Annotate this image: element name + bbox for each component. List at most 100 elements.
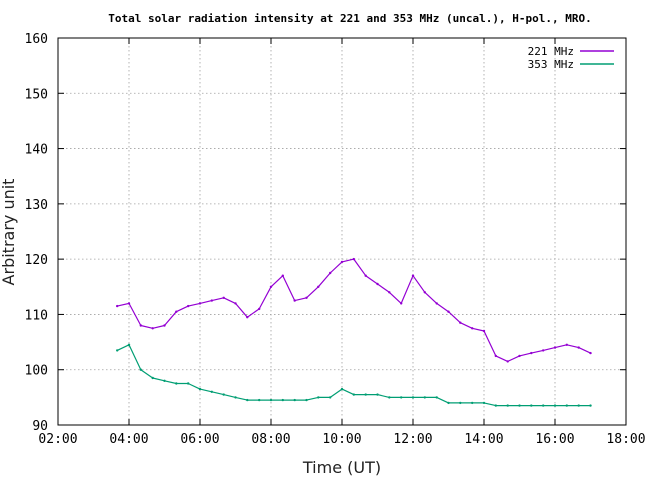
data-point <box>565 404 568 407</box>
data-point <box>163 324 166 327</box>
data-point <box>423 396 426 399</box>
data-point <box>293 299 296 302</box>
y-tick-label: 110 <box>25 308 48 323</box>
data-point <box>364 393 367 396</box>
y-tick-label: 150 <box>25 87 48 102</box>
grid <box>58 38 626 425</box>
data-point <box>518 354 521 358</box>
data-point <box>317 285 320 288</box>
data-point <box>577 404 580 407</box>
data-point <box>151 327 154 330</box>
data-point <box>258 398 261 402</box>
legend-label: 353 MHz <box>528 58 574 71</box>
data-point <box>482 401 486 405</box>
x-tick-label: 04:00 <box>109 432 148 447</box>
data-point <box>175 382 178 385</box>
data-point <box>447 401 450 405</box>
x-tick-label: 06:00 <box>180 432 219 447</box>
x-tick-label: 16:00 <box>535 432 574 447</box>
data-point <box>435 396 438 399</box>
data-point <box>163 379 166 382</box>
data-point <box>222 296 225 299</box>
data-point <box>494 354 497 358</box>
data-point <box>447 310 450 313</box>
data-point <box>210 299 213 302</box>
data-point <box>352 257 355 261</box>
data-point <box>139 324 142 327</box>
data-point <box>364 274 367 277</box>
data-point <box>577 346 580 349</box>
x-tick-label: 10:00 <box>322 432 361 447</box>
data-point <box>269 398 273 402</box>
data-point <box>305 398 308 402</box>
data-point <box>542 404 545 407</box>
data-point <box>565 343 568 346</box>
data-point <box>411 396 415 399</box>
x-tick-label: 12:00 <box>393 432 432 447</box>
data-point <box>293 398 296 402</box>
data-point <box>151 376 154 380</box>
data-point <box>198 302 202 305</box>
data-point <box>553 404 557 407</box>
y-tick-label: 120 <box>25 253 48 268</box>
y-axis-label: Arbitrary unit <box>0 179 18 286</box>
data-point <box>281 274 284 277</box>
data-point <box>222 393 225 396</box>
data-point <box>411 274 415 277</box>
data-point <box>459 401 462 405</box>
data-point <box>234 396 237 399</box>
data-point <box>518 404 521 407</box>
data-point <box>127 302 131 305</box>
data-point <box>506 404 509 407</box>
ticks: 90 100 110 120 130 140 150 160 02:00 04:00 06:00 08… <box>25 32 646 447</box>
data-point <box>127 343 131 346</box>
data-point <box>116 349 119 352</box>
y-tick-label: 90 <box>32 419 48 434</box>
data-point <box>459 321 462 324</box>
data-point <box>589 404 592 407</box>
chart-title: Total solar radiation intensity at 221 a… <box>108 12 591 25</box>
x-tick-label: 18:00 <box>606 432 645 447</box>
data-point <box>258 307 261 311</box>
data-point <box>388 291 391 294</box>
data-point <box>116 304 119 308</box>
data-point <box>187 382 190 385</box>
data-point <box>329 271 332 275</box>
data-point <box>482 329 486 333</box>
data-point <box>281 398 284 402</box>
data-point <box>139 368 142 371</box>
data-point <box>471 327 474 330</box>
data-point <box>317 396 320 399</box>
data-point <box>210 390 213 393</box>
data-point <box>400 302 403 305</box>
data-point <box>234 302 237 305</box>
data-point <box>400 396 403 399</box>
data-point <box>435 302 438 305</box>
data-point <box>198 387 202 391</box>
data-point <box>553 346 557 349</box>
data-point <box>329 396 332 399</box>
data-point <box>246 316 249 319</box>
x-axis-label: Time (UT) <box>302 458 381 477</box>
data-point <box>175 310 178 313</box>
data-point <box>589 351 592 355</box>
data-point <box>269 285 273 288</box>
legend-label: 221 MHz <box>528 45 574 58</box>
x-tick-label: 02:00 <box>38 432 77 447</box>
series-line-221-mhz <box>117 258 591 362</box>
data-point <box>246 398 249 402</box>
data-point <box>530 404 533 407</box>
data-point <box>340 260 344 264</box>
x-tick-label: 14:00 <box>464 432 503 447</box>
data-point <box>352 393 355 396</box>
series-layer <box>116 257 592 407</box>
data-point <box>187 304 190 308</box>
data-point <box>388 396 391 399</box>
y-tick-label: 140 <box>25 143 48 158</box>
data-point <box>530 351 533 355</box>
data-point <box>340 387 344 391</box>
data-point <box>423 291 426 294</box>
data-point <box>376 282 379 286</box>
